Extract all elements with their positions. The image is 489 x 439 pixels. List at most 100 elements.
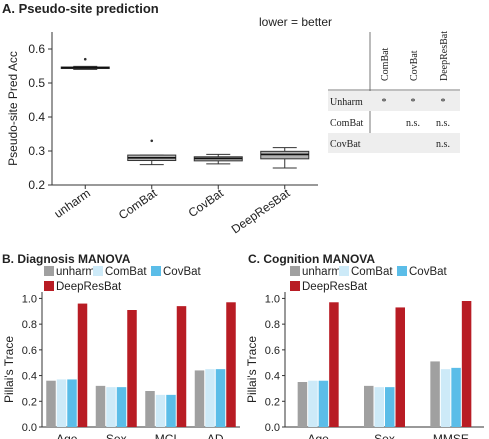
bar-chart-cognition: 0.0 0.2 0.4 0.6 0.8 1.0 Pillai's Trace Age Sex MM…: [245, 266, 484, 439]
bar-combat-mmse: [440, 369, 451, 427]
table-cell: n.s.: [436, 139, 450, 150]
legend-swatch-unharm: [290, 266, 300, 276]
legend-label: ComBat: [105, 266, 147, 278]
y-tick-label: 0.4: [265, 371, 280, 383]
bar-unharm-sex: [95, 385, 106, 427]
bar-deepresbat-sex: [395, 307, 405, 427]
legend-swatch-covbat: [151, 266, 161, 276]
legend-swatch-covbat: [397, 266, 407, 276]
table-row-shade: [328, 91, 460, 111]
bar-covbat-mci: [166, 394, 176, 427]
table-cell: *: [382, 97, 387, 108]
y-tick-label: 0.8: [265, 319, 280, 331]
y-axis-title: Pseudo-site Pred Acc: [6, 51, 20, 166]
outlier-point: [83, 57, 87, 61]
boxplot-pseudo-site: 0.2 0.3 0.4 0.5 0.6 Pseudo-site Pred Acc unhar…: [6, 32, 318, 236]
panel-c-title: C. Cognition MANOVA: [248, 252, 375, 266]
bar-unharm-ad: [194, 370, 205, 427]
bar-combat-ad: [205, 369, 215, 427]
bar-deepresbat-sex: [127, 310, 137, 427]
legend-swatch-deepresbat: [290, 281, 300, 291]
table-cell: n.s.: [406, 118, 420, 129]
table-cell: *: [411, 97, 416, 108]
y-tick-label: 0.2: [28, 178, 45, 192]
legend-label: ComBat: [351, 266, 393, 278]
y-tick-label: 0.6: [28, 42, 45, 56]
bar-combat-sex: [374, 387, 384, 427]
legend-swatch-unharm: [44, 266, 54, 276]
x-tick-label: AD: [207, 432, 224, 439]
y-tick-label: 0.4: [28, 110, 45, 124]
table-row-label: Unharm: [330, 97, 363, 108]
bar-deepresbat-age: [329, 302, 339, 427]
y-tick-label: 0.3: [28, 144, 45, 158]
x-tick-label: unharm: [52, 186, 93, 221]
y-tick-label: 0.0: [265, 422, 280, 434]
y-tick-label: 0.4: [22, 371, 37, 383]
table-cell: n.s.: [436, 118, 450, 129]
bar-unharm-mmse: [430, 361, 440, 427]
bar-covbat-sex: [385, 387, 395, 427]
table-cell: *: [441, 97, 446, 108]
table-row-label: CovBat: [330, 139, 361, 150]
y-tick-label: 1.0: [265, 293, 280, 305]
bar-deepresbat-mmse: [461, 301, 472, 427]
y-tick-label: 0.6: [265, 345, 280, 357]
table-column-header: ComBat: [380, 47, 391, 81]
x-tick-label: MMSE: [433, 432, 469, 439]
y-tick-label: 0.2: [265, 396, 280, 408]
legend-label: unharm: [56, 266, 95, 278]
table-row-shade: [328, 133, 460, 153]
significance-table: ComBat CovBat DeepResBat Unharm * * * ComBat n.s…: [328, 31, 460, 153]
bar-combat-sex: [106, 387, 116, 427]
panel-a-title: A. Pseudo-site prediction: [2, 1, 159, 16]
x-tick-label: CovBat: [186, 186, 227, 220]
legend-swatch-combat: [93, 266, 103, 276]
bar-covbat-ad: [215, 369, 226, 427]
x-tick-label: Age: [307, 432, 329, 439]
bar-unharm-age: [297, 382, 308, 427]
table-column-header: DeepResBat: [439, 31, 450, 81]
bar-deepresbat-age: [77, 303, 88, 427]
bar-unharm-mci: [145, 391, 155, 427]
bar-covbat-age: [67, 379, 77, 427]
bar-combat-age: [56, 379, 67, 427]
legend-swatch-deepresbat: [44, 281, 54, 291]
legend-label: CovBat: [163, 266, 202, 278]
legend-label: unharm: [302, 266, 341, 278]
bar-chart-diagnosis: 0.0 0.2 0.4 0.6 0.8 1.0 Pillai's Trace Age Sex MC…: [2, 266, 240, 439]
x-tick-label: MCI: [155, 432, 177, 439]
bar-covbat-age: [318, 380, 329, 427]
panel-b-title: B. Diagnosis MANOVA: [2, 252, 131, 266]
legend-label: DeepResBat: [302, 281, 368, 293]
table-row-label: ComBat: [330, 118, 364, 129]
x-tick-label: DeepResBat: [229, 186, 293, 237]
y-tick-label: 0.5: [28, 76, 45, 90]
y-tick-label: 0.0: [22, 422, 37, 434]
x-tick-label: Age: [56, 432, 78, 439]
bar-combat-age: [308, 380, 318, 427]
y-tick-label: 1.0: [22, 293, 37, 305]
lower-better-note: lower = better: [259, 15, 332, 29]
y-axis-title: Pillai's Trace: [245, 336, 259, 403]
x-tick-label: Sex: [374, 432, 395, 439]
legend-label: DeepResBat: [56, 281, 122, 293]
bar-combat-mci: [155, 394, 166, 427]
y-tick-label: 0.6: [22, 345, 37, 357]
outlier-point: [150, 139, 154, 143]
x-tick-label: Sex: [106, 432, 127, 439]
legend-label: CovBat: [409, 266, 448, 278]
bar-unharm-sex: [364, 385, 374, 427]
bar-covbat-mmse: [451, 367, 461, 427]
y-tick-label: 0.2: [22, 396, 37, 408]
x-tick-label: ComBat: [116, 186, 160, 223]
bar-unharm-age: [46, 380, 56, 427]
y-tick-label: 0.8: [22, 319, 37, 331]
bar-deepresbat-ad: [226, 302, 236, 427]
legend-swatch-combat: [339, 266, 349, 276]
bar-deepresbat-mci: [176, 306, 187, 427]
y-axis-title: Pillai's Trace: [2, 336, 16, 403]
bar-covbat-sex: [116, 387, 127, 427]
table-column-header: CovBat: [409, 50, 420, 81]
